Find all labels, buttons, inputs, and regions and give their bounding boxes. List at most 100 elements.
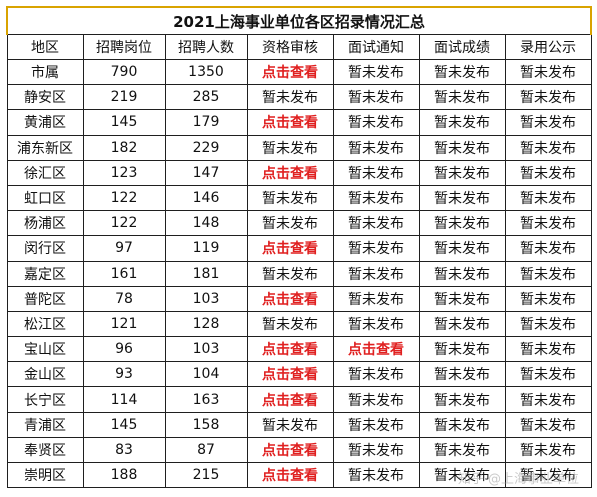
cell-region: 普陀区 xyxy=(6,285,84,312)
cell-interview-score: 暂未发布 xyxy=(418,134,506,161)
cell-region: 长宁区 xyxy=(6,386,84,413)
cell-interview-notice: 暂未发布 xyxy=(332,235,420,262)
table-row: 金山区 93 104 点击查看 暂未发布 暂未发布 暂未发布 xyxy=(6,361,592,388)
cell-interview-notice: 暂未发布 xyxy=(332,58,420,86)
cell-region: 徐汇区 xyxy=(6,159,84,186)
cell-hires: 179 xyxy=(164,109,248,136)
table-title: 2021上海事业单位各区招录情况汇总 xyxy=(6,6,592,35)
cell-interview-score: 暂未发布 xyxy=(418,58,506,86)
cell-hires: 128 xyxy=(164,310,248,338)
cell-hiring-notice: 暂未发布 xyxy=(504,361,592,388)
table-row: 黄浦区 145 179 点击查看 暂未发布 暂未发布 暂未发布 xyxy=(6,109,592,136)
cell-qualification-review: 暂未发布 xyxy=(246,210,334,237)
table-row: 杨浦区 122 148 暂未发布 暂未发布 暂未发布 暂未发布 xyxy=(6,210,592,237)
cell-qualification-review-link[interactable]: 点击查看 xyxy=(246,159,334,186)
table-row: 徐汇区 123 147 点击查看 暂未发布 暂未发布 暂未发布 xyxy=(6,159,592,186)
cell-interview-notice: 暂未发布 xyxy=(332,84,420,111)
cell-interview-score: 暂未发布 xyxy=(418,461,506,489)
cell-region: 闵行区 xyxy=(6,235,84,262)
cell-hires: 148 xyxy=(164,210,248,237)
cell-region: 青浦区 xyxy=(6,411,84,438)
cell-hires: 103 xyxy=(164,285,248,312)
cell-hiring-notice: 暂未发布 xyxy=(504,159,592,186)
cell-posts: 145 xyxy=(82,109,166,136)
cell-interview-notice: 暂未发布 xyxy=(332,361,420,388)
cell-hires: 87 xyxy=(164,436,248,464)
cell-interview-notice: 暂未发布 xyxy=(332,134,420,161)
cell-qualification-review-link[interactable]: 点击查看 xyxy=(246,58,334,86)
cell-qualification-review-link[interactable]: 点击查看 xyxy=(246,461,334,489)
cell-interview-notice: 暂未发布 xyxy=(332,461,420,489)
recruitment-summary-table: 2021上海事业单位各区招录情况汇总 地区 招聘岗位 招聘人数 资格审核 面试通知 面试成… xyxy=(6,6,592,489)
cell-posts: 188 xyxy=(82,461,166,489)
cell-hires: 215 xyxy=(164,461,248,489)
cell-hires: 158 xyxy=(164,411,248,438)
table-row: 嘉定区 161 181 暂未发布 暂未发布 暂未发布 暂未发布 xyxy=(6,260,592,287)
cell-hiring-notice: 暂未发布 xyxy=(504,134,592,161)
cell-hiring-notice: 暂未发布 xyxy=(504,411,592,438)
cell-region: 嘉定区 xyxy=(6,260,84,287)
cell-interview-score: 暂未发布 xyxy=(418,411,506,438)
cell-interview-notice: 暂未发布 xyxy=(332,109,420,136)
cell-qualification-review-link[interactable]: 点击查看 xyxy=(246,386,334,413)
cell-posts: 182 xyxy=(82,134,166,161)
table-row: 市属 790 1350 点击查看 暂未发布 暂未发布 暂未发布 xyxy=(6,58,592,86)
cell-posts: 161 xyxy=(82,260,166,287)
cell-posts: 96 xyxy=(82,336,166,363)
cell-posts: 121 xyxy=(82,310,166,338)
cell-hiring-notice: 暂未发布 xyxy=(504,336,592,363)
cell-interview-score: 暂未发布 xyxy=(418,84,506,111)
cell-region: 崇明区 xyxy=(6,461,84,489)
cell-region: 虹口区 xyxy=(6,184,84,212)
cell-qualification-review: 暂未发布 xyxy=(246,134,334,161)
cell-posts: 790 xyxy=(82,58,166,86)
cell-region: 市属 xyxy=(6,58,84,86)
cell-qualification-review-link[interactable]: 点击查看 xyxy=(246,235,334,262)
cell-hires: 229 xyxy=(164,134,248,161)
cell-qualification-review-link[interactable]: 点击查看 xyxy=(246,285,334,312)
header-row: 地区 招聘岗位 招聘人数 资格审核 面试通知 面试成绩 录用公示 xyxy=(6,34,592,60)
cell-region: 松江区 xyxy=(6,310,84,338)
cell-hires: 104 xyxy=(164,361,248,388)
cell-interview-notice: 暂未发布 xyxy=(332,386,420,413)
table-row: 虹口区 122 146 暂未发布 暂未发布 暂未发布 暂未发布 xyxy=(6,184,592,212)
cell-hiring-notice: 暂未发布 xyxy=(504,58,592,86)
cell-interview-notice: 暂未发布 xyxy=(332,159,420,186)
cell-qualification-review-link[interactable]: 点击查看 xyxy=(246,336,334,363)
cell-region: 静安区 xyxy=(6,84,84,111)
cell-hires: 181 xyxy=(164,260,248,287)
cell-hiring-notice: 暂未发布 xyxy=(504,461,592,489)
cell-posts: 219 xyxy=(82,84,166,111)
cell-qualification-review-link[interactable]: 点击查看 xyxy=(246,361,334,388)
cell-posts: 83 xyxy=(82,436,166,464)
table-row: 宝山区 96 103 点击查看 点击查看 暂未发布 暂未发布 xyxy=(6,336,592,363)
cell-hiring-notice: 暂未发布 xyxy=(504,235,592,262)
table-body: 市属 790 1350 点击查看 暂未发布 暂未发布 暂未发布 静安区 219 285 暂未发布 暂未… xyxy=(6,58,592,489)
cell-posts: 123 xyxy=(82,159,166,186)
cell-posts: 93 xyxy=(82,361,166,388)
cell-qualification-review-link[interactable]: 点击查看 xyxy=(246,109,334,136)
cell-interview-score: 暂未发布 xyxy=(418,159,506,186)
cell-qualification-review: 暂未发布 xyxy=(246,184,334,212)
table-row: 闵行区 97 119 点击查看 暂未发布 暂未发布 暂未发布 xyxy=(6,235,592,262)
cell-qualification-review-link[interactable]: 点击查看 xyxy=(246,436,334,464)
cell-qualification-review: 暂未发布 xyxy=(246,260,334,287)
table-row: 浦东新区 182 229 暂未发布 暂未发布 暂未发布 暂未发布 xyxy=(6,134,592,161)
cell-interview-notice: 暂未发布 xyxy=(332,210,420,237)
cell-interview-score: 暂未发布 xyxy=(418,310,506,338)
cell-hiring-notice: 暂未发布 xyxy=(504,436,592,464)
cell-region: 奉贤区 xyxy=(6,436,84,464)
header-interview-score: 面试成绩 xyxy=(418,34,506,60)
cell-interview-notice-link[interactable]: 点击查看 xyxy=(332,336,420,363)
table-row: 长宁区 114 163 点击查看 暂未发布 暂未发布 暂未发布 xyxy=(6,386,592,413)
cell-hiring-notice: 暂未发布 xyxy=(504,109,592,136)
cell-hires: 285 xyxy=(164,84,248,111)
cell-posts: 145 xyxy=(82,411,166,438)
cell-interview-score: 暂未发布 xyxy=(418,336,506,363)
cell-hires: 163 xyxy=(164,386,248,413)
cell-interview-score: 暂未发布 xyxy=(418,361,506,388)
cell-hires: 146 xyxy=(164,184,248,212)
table-row: 普陀区 78 103 点击查看 暂未发布 暂未发布 暂未发布 xyxy=(6,285,592,312)
table-row: 崇明区 188 215 点击查看 暂未发布 暂未发布 暂未发布 xyxy=(6,461,592,489)
cell-hires: 147 xyxy=(164,159,248,186)
